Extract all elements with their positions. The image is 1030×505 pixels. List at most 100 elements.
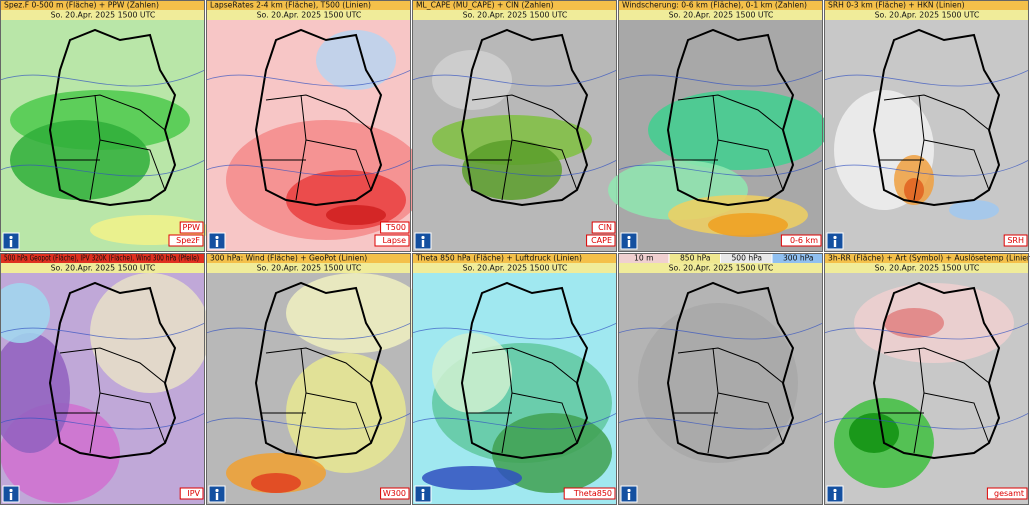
map-label-box [179,221,204,234]
map-panel[interactable]: ML_CAPE (MU_CAPE) + CIN (Zahlen)So. 20.A… [411,0,618,252]
level-tab-label[interactable]: 850 hPa [680,254,711,263]
map-label: SpezF [176,236,200,245]
map-panel[interactable]: Windscherung: 0-6 km (Fläche), 0-1 km (Z… [608,0,828,252]
info-icon-dot[interactable] [215,488,219,493]
contour [205,69,412,177]
info-icon-dot[interactable] [627,488,631,493]
map-label: PPW [182,223,200,232]
info-icon-stem[interactable] [833,493,837,500]
info-icon[interactable] [2,232,20,250]
map-label-box [374,234,410,247]
info-icon-stem[interactable] [215,240,219,247]
info-icon[interactable] [414,232,432,250]
panel-title: 3h-RR (Fläche) + Art (Symbol) + Auslöset… [828,254,1030,263]
panel-date: So. 20.Apr. 2025 1500 UTC [257,11,362,20]
map-panel[interactable]: LapseRates 2-4 km (Fläche), T500 (Linien… [205,0,426,252]
map-label-box [591,221,616,234]
info-icon[interactable] [620,232,638,250]
info-icon-dot[interactable] [833,488,837,493]
info-icon[interactable] [826,485,844,503]
info-icon[interactable] [826,232,844,250]
panel-date: So. 20.Apr. 2025 1500 UTC [669,11,774,20]
map-area [849,413,899,453]
panel-header [0,253,205,263]
country-border [460,28,589,207]
date-bar [206,10,411,20]
level-tab-label[interactable]: 10 m [634,254,653,263]
info-icon-dot[interactable] [421,488,425,493]
map-label-box [1003,234,1028,247]
map-label-box [780,234,822,247]
level-tab-label[interactable]: 500 hPa [731,254,762,263]
map-area [949,200,999,220]
map-area [904,178,924,202]
state-border [261,347,372,454]
info-icon-stem[interactable] [9,240,13,247]
info-icon[interactable] [2,485,20,503]
level-tab[interactable] [618,253,669,263]
panel-title: Theta 850 hPa (Fläche) + Luftdruck (Lini… [415,254,582,263]
contour [823,69,1030,177]
map-panel[interactable]: SRH 0-3 km (Fläche) + HKN (Linien)So. 20… [823,0,1030,252]
state-border [879,94,990,201]
contour [205,322,412,430]
panel-date: So. 20.Apr. 2025 1500 UTC [51,11,156,20]
map-label: 0-6 km [790,236,818,245]
info-icon-dot[interactable] [215,235,219,240]
level-tab[interactable] [721,253,772,263]
panel-title: SRH 0-3 km (Fläche) + HKN (Linien) [828,1,965,10]
panel-title: Spez.F 0-500 m (Fläche) + PPW (Zahlen) [4,1,159,10]
map-label: CAPE [591,236,612,245]
info-icon-stem[interactable] [421,493,425,500]
map-panel[interactable]: 500 hPa Geopot (Fläche), IPV 320K (Fläch… [0,253,210,505]
panel-date: So. 20.Apr. 2025 1500 UTC [875,264,980,273]
info-icon-stem[interactable] [627,493,631,500]
contour [0,322,206,430]
map-label: SRH [1007,236,1024,245]
level-tab[interactable] [772,253,824,263]
contour [0,69,206,177]
info-icon-stem[interactable] [9,493,13,500]
map-area [638,303,798,463]
state-border [673,347,784,454]
map-panel[interactable]: 10 m 850 hPa 500 hPa 300 hPa So. 20.Apr. 202… [617,253,824,505]
info-icon-dot[interactable] [833,235,837,240]
info-icon[interactable] [414,485,432,503]
map-area [462,140,562,200]
map-panel[interactable]: 3h-RR (Fläche) + Art (Symbol) + Auslöset… [823,253,1030,505]
map-panel[interactable]: Spez.F 0-500 m (Fläche) + PPW (Zahlen)So… [0,0,210,252]
info-icon[interactable] [620,485,638,503]
map-label: IPV [187,489,200,498]
map-label: Lapse [382,236,406,245]
map-panel[interactable]: Theta 850 hPa (Fläche) + Luftdruck (Lini… [411,253,618,505]
info-icon-stem[interactable] [421,240,425,247]
contour [617,69,824,177]
info-icon-stem[interactable] [215,493,219,500]
info-icon-dot[interactable] [627,235,631,240]
map-area [326,205,386,225]
map-label: W300 [383,489,406,498]
panel-title: LapseRates 2-4 km (Fläche), T500 (Linien… [210,1,371,10]
map-panel[interactable]: 300 hPa: Wind (Fläche) + GeoPot (Linien)… [205,253,426,505]
state-border [55,94,166,201]
info-icon-dot[interactable] [421,235,425,240]
level-tab-label[interactable]: 300 hPa [783,254,814,263]
info-icon-stem[interactable] [833,240,837,247]
date-bar [0,10,205,20]
panel-title: 500 hPa Geopot (Fläche), IPV 320K (Fläch… [4,254,199,263]
info-icon-dot[interactable] [9,488,13,493]
state-border [261,94,372,201]
info-icon[interactable] [208,232,226,250]
info-icon[interactable] [208,485,226,503]
panel-header [824,0,1029,10]
map-label: Theta850 [573,489,612,498]
info-icon-dot[interactable] [9,235,13,240]
map-label: gesamt [994,489,1024,498]
date-bar [824,263,1029,273]
panel-title: 300 hPa: Wind (Fläche) + GeoPot (Linien) [210,254,367,263]
date-bar [206,263,411,273]
panel-header [0,0,205,10]
level-tab[interactable] [669,253,721,263]
state-border [467,94,578,201]
info-icon-stem[interactable] [627,240,631,247]
